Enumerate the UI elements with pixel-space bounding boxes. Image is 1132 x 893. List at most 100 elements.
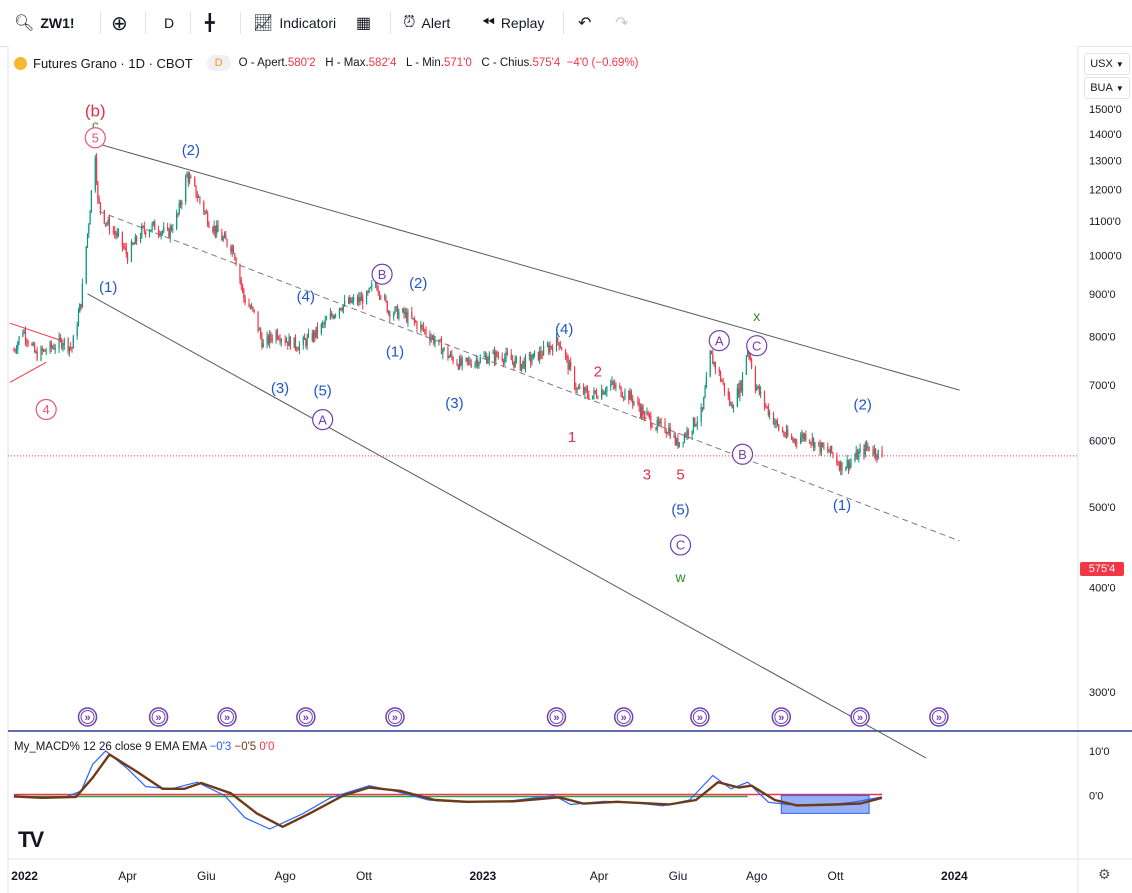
candle-body <box>810 442 812 444</box>
price-axis[interactable]: 1500'0 1400'0 1300'0 1200'0 1100'0 1000'0 900'… <box>1089 104 1122 699</box>
candle-body <box>112 230 114 232</box>
candle-body <box>114 231 116 234</box>
candle-body <box>68 346 71 352</box>
triangle-line[interactable] <box>9 322 64 342</box>
candle-body <box>386 301 388 313</box>
candle-body <box>294 337 297 348</box>
candle-body <box>822 442 824 447</box>
candle-body <box>375 282 377 285</box>
unit-button[interactable]: BUA ▼ <box>1084 77 1130 99</box>
candle-body <box>59 337 61 340</box>
candle-body <box>393 313 395 318</box>
replay-button[interactable]: ⏪︎ Replay <box>482 0 544 46</box>
candle-body <box>597 397 599 399</box>
candle-body <box>791 436 793 440</box>
candle-body <box>413 318 415 322</box>
candle-body <box>141 226 143 237</box>
candle-body <box>406 312 408 322</box>
candlestick-series <box>13 153 883 476</box>
candle-body <box>750 359 753 369</box>
candle-body <box>442 349 444 355</box>
candle-body <box>475 359 477 363</box>
candle-body <box>130 242 133 262</box>
search-icon: 🔍︎ <box>14 15 35 32</box>
candle-body <box>610 383 612 387</box>
candle-body <box>819 442 821 453</box>
triangle-line[interactable] <box>9 361 47 383</box>
candle-body <box>389 311 391 318</box>
compare-button[interactable]: ⊕ <box>111 0 134 46</box>
delayed-badge[interactable]: D <box>206 55 231 71</box>
candle-body <box>403 308 405 315</box>
candle-body <box>474 362 476 367</box>
low-value: 571'0 <box>443 57 472 69</box>
tradingview-logo[interactable]: TV <box>18 827 44 852</box>
candle-body <box>623 397 625 399</box>
top-toolbar: 🔍︎ ZW1! ⊕ D ╋ 📈︎ Indicatori ▦ ⏰︎ Alert ⏪… <box>0 0 1132 47</box>
channel-line-upper[interactable] <box>95 142 960 391</box>
channel-line-middle[interactable] <box>98 210 960 542</box>
signal-value: −0'5 <box>234 741 257 753</box>
wave-label: 4 <box>639 408 647 425</box>
indicators-button[interactable]: 📈︎ Indicatori <box>253 0 336 46</box>
redo-button[interactable]: ↷ <box>615 0 634 46</box>
candle-body <box>579 387 581 389</box>
candle-body <box>98 198 100 203</box>
candle-body <box>26 340 28 343</box>
interval-button[interactable]: D <box>164 0 174 46</box>
currency-button[interactable]: USX ▼ <box>1084 53 1130 75</box>
candle-body <box>823 446 825 448</box>
event-marker-glyph: » <box>156 712 162 724</box>
candle-body <box>533 351 536 354</box>
candle-body <box>552 347 554 352</box>
candle-body <box>431 336 434 338</box>
candle-body <box>659 421 661 424</box>
price-tick-label: 700'0 <box>1089 380 1116 392</box>
candle-body <box>115 233 117 236</box>
candle-body <box>557 337 559 343</box>
candle-body <box>641 406 643 415</box>
price-tick-label: 1100'0 <box>1089 216 1121 228</box>
candle-body <box>195 185 197 197</box>
candle-body <box>351 300 353 303</box>
candle-body <box>58 337 60 349</box>
wave-label-circle <box>746 335 768 357</box>
candle-body <box>429 334 431 341</box>
layouts-button[interactable]: ▦ <box>356 0 377 46</box>
event-marker-glyph: » <box>303 712 309 724</box>
time-axis[interactable]: 2022 Apr Giu Ago Ott 2023 Apr Giu Ago Ott 2024 <box>11 869 968 883</box>
macd-legend[interactable]: My_MACD% 12 26 close 9 EMA EMA −0'3 −0'5… <box>14 741 274 753</box>
symbol-logo-icon <box>14 56 27 70</box>
candle-body <box>222 237 224 241</box>
candle-body <box>814 442 816 449</box>
symbol-search[interactable]: 🔍︎ ZW1! <box>14 0 75 46</box>
alert-label: Alert <box>421 15 451 31</box>
candle-body <box>384 296 386 298</box>
candle-body <box>279 339 281 342</box>
undo-button[interactable]: ↶ <box>578 0 597 46</box>
candle-body <box>595 392 598 398</box>
alert-button[interactable]: ⏰︎ Alert <box>403 0 450 46</box>
candle-body <box>657 420 660 424</box>
candle-body <box>232 246 235 254</box>
candle-body <box>660 421 662 423</box>
candle-body <box>143 226 145 232</box>
candle-body <box>846 459 848 468</box>
chart-type-button[interactable]: ╋ <box>205 0 221 46</box>
event-markers[interactable]: » » » » » » » » » » » <box>77 707 949 727</box>
toolbar-divider <box>563 12 564 34</box>
candle-body <box>588 395 590 399</box>
undo-icon: ↶ <box>578 15 592 32</box>
event-marker-ring <box>549 710 564 724</box>
candle-body <box>646 412 648 415</box>
gear-icon[interactable]: ⚙︎ <box>1098 866 1111 882</box>
candle-body <box>469 360 471 364</box>
candle-body <box>243 289 245 299</box>
wave-label: 1 <box>568 429 576 446</box>
candle-body <box>696 421 698 425</box>
event-marker-ring <box>931 710 946 724</box>
interval-label: D <box>164 15 175 31</box>
wave-label: (2) <box>409 275 427 292</box>
channel-line-lower[interactable] <box>87 293 927 759</box>
